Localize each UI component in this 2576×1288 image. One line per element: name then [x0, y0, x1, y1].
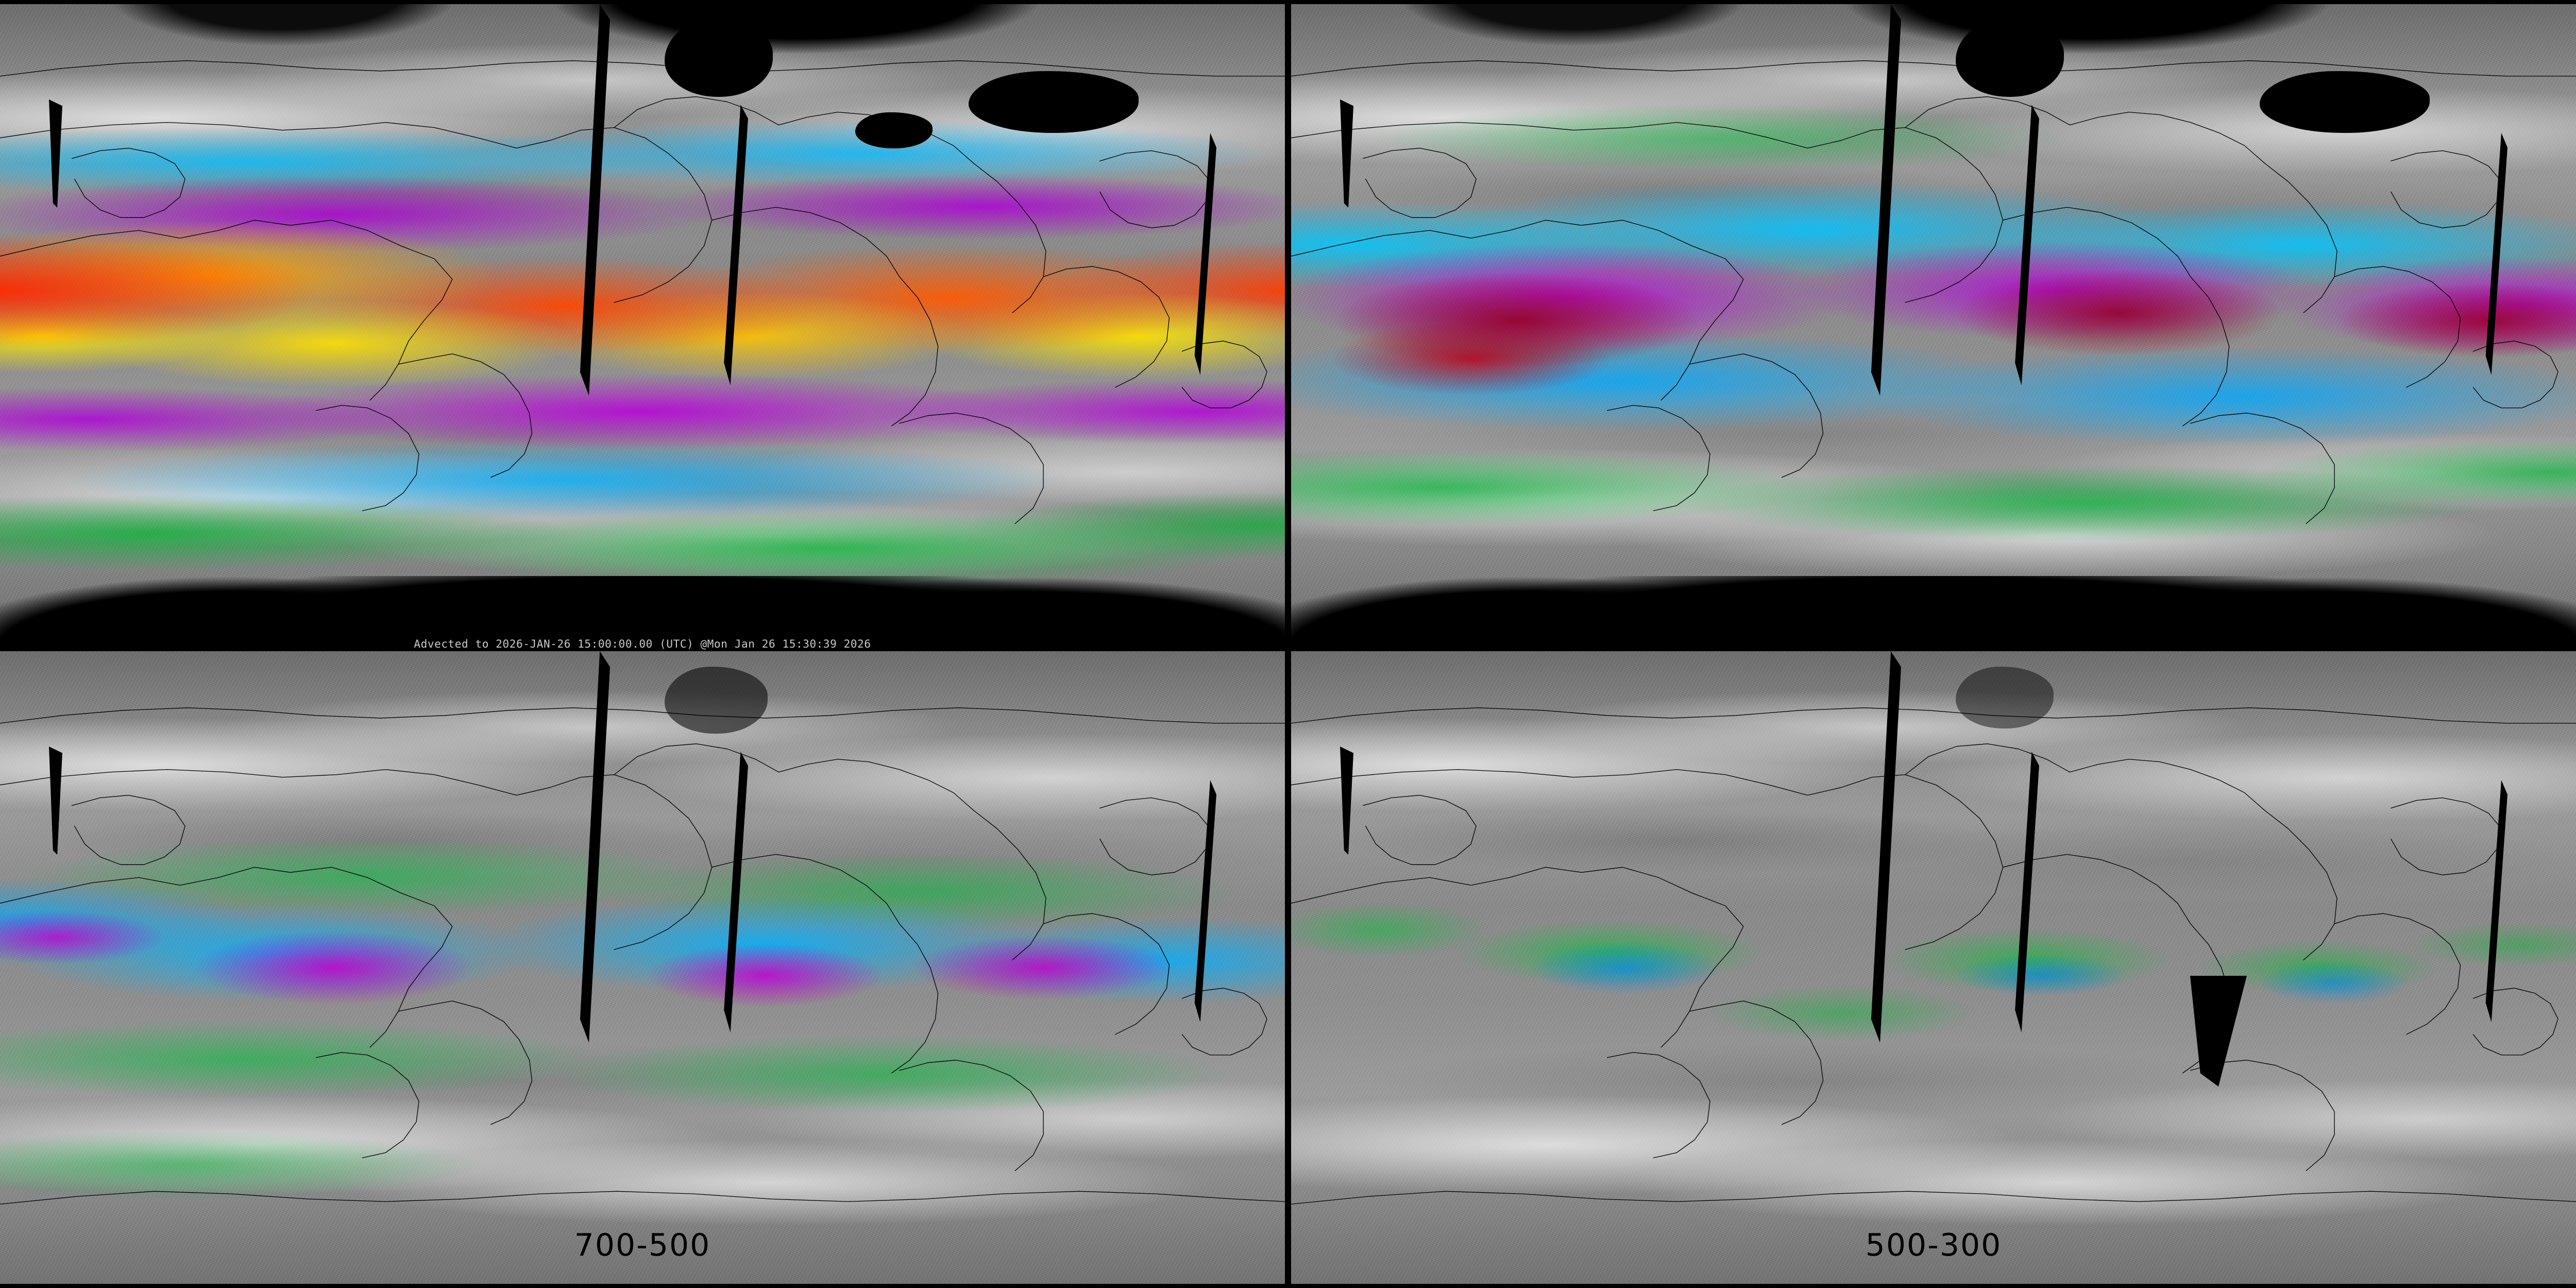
panel-divider-horizontal [0, 637, 2576, 651]
panel-label-bottom-left: 700-500 [574, 1227, 711, 1263]
terrain-mask [855, 112, 933, 148]
panel-top-right: 850-700 [1291, 4, 2576, 637]
greenland-mask [665, 667, 768, 734]
panel-bottom-left: 700-500 [0, 651, 1285, 1284]
panel-label-bottom-right: 500-300 [1865, 1227, 2002, 1263]
tibet-mask [969, 71, 1139, 133]
panel-bottom-right: 500-300 [1291, 651, 2576, 1284]
antarctic-nodata [0, 576, 1285, 637]
antarctic-nodata [1291, 576, 2576, 637]
moisture-field [1291, 651, 2576, 1284]
arctic-nodata [0, 4, 1285, 54]
arctic-nodata [1291, 4, 2576, 54]
greenland-mask [665, 20, 773, 97]
moisture-field [0, 651, 1285, 1284]
panel-top-left: 1000-850 [0, 4, 1285, 637]
tibet-mask [2260, 71, 2430, 133]
greenland-mask [1956, 20, 2064, 97]
advection-timestamp: Advected to 2026-JAN-26 15:00:00.00 (UTC… [414, 638, 871, 650]
greenland-mask [1956, 667, 2054, 728]
